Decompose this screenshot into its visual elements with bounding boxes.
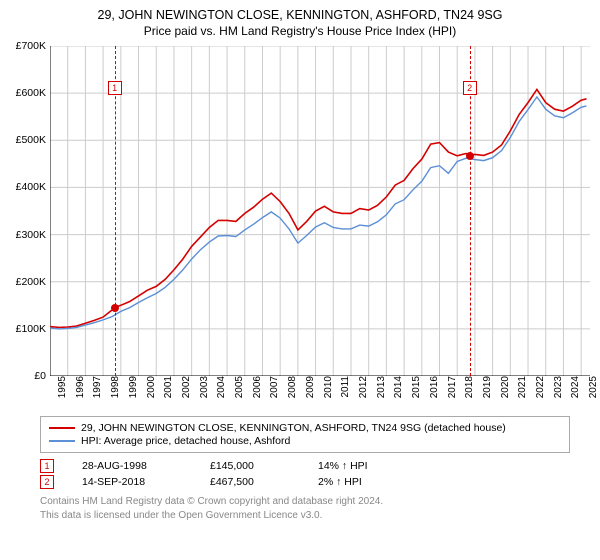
x-tick-label: 2002 xyxy=(177,376,192,398)
legend-item: 29, JOHN NEWINGTON CLOSE, KENNINGTON, AS… xyxy=(49,422,561,434)
y-tick-label: £300K xyxy=(16,229,50,241)
x-tick-label: 2019 xyxy=(478,376,493,398)
legend-item: HPI: Average price, detached house, Ashf… xyxy=(49,435,561,447)
y-tick-label: £0 xyxy=(34,370,50,382)
legend-label: 29, JOHN NEWINGTON CLOSE, KENNINGTON, AS… xyxy=(81,422,506,434)
sale-badge: 1 xyxy=(40,459,54,473)
x-tick-label: 2010 xyxy=(319,376,334,398)
plot-area: £0£100K£200K£300K£400K£500K£600K£700K199… xyxy=(50,46,590,376)
y-tick-label: £700K xyxy=(16,40,50,52)
y-tick-label: £200K xyxy=(16,276,50,288)
legend-swatch xyxy=(49,427,75,429)
x-tick-label: 2014 xyxy=(389,376,404,398)
x-tick-label: 2001 xyxy=(159,376,174,398)
footer-copyright: Contains HM Land Registry data © Crown c… xyxy=(40,495,590,509)
chart-svg xyxy=(50,46,590,376)
x-tick-label: 2023 xyxy=(549,376,564,398)
sale-marker-dot xyxy=(466,152,474,160)
x-tick-label: 2017 xyxy=(443,376,458,398)
x-tick-label: 2006 xyxy=(248,376,263,398)
sale-date: 28-AUG-1998 xyxy=(82,460,182,472)
legend-swatch xyxy=(49,440,75,442)
x-tick-label: 1996 xyxy=(71,376,86,398)
x-tick-label: 2024 xyxy=(566,376,581,398)
legend-label: HPI: Average price, detached house, Ashf… xyxy=(81,435,290,447)
sale-row: 1 28-AUG-1998 £145,000 14% ↑ HPI xyxy=(40,459,590,473)
x-tick-label: 2022 xyxy=(531,376,546,398)
x-tick-label: 2016 xyxy=(425,376,440,398)
x-tick-label: 2021 xyxy=(513,376,528,398)
sale-marker-badge: 1 xyxy=(108,81,122,95)
series-hpi xyxy=(50,97,587,329)
x-tick-label: 2011 xyxy=(336,376,351,398)
x-tick-label: 2007 xyxy=(265,376,280,398)
sales-table: 1 28-AUG-1998 £145,000 14% ↑ HPI 2 14-SEP-201… xyxy=(40,459,590,489)
y-tick-label: £600K xyxy=(16,87,50,99)
footer-licence: This data is licensed under the Open Gov… xyxy=(40,509,590,523)
x-tick-label: 1995 xyxy=(53,376,68,398)
sale-price: £145,000 xyxy=(210,460,290,472)
x-tick-label: 2013 xyxy=(372,376,387,398)
sale-price: £467,500 xyxy=(210,476,290,488)
sale-marker-line xyxy=(470,46,471,376)
sale-marker-badge: 2 xyxy=(463,81,477,95)
x-tick-label: 2008 xyxy=(283,376,298,398)
x-tick-label: 2025 xyxy=(584,376,599,398)
sale-diff: 2% ↑ HPI xyxy=(318,476,362,488)
x-tick-label: 2009 xyxy=(301,376,316,398)
sale-marker-dot xyxy=(111,304,119,312)
x-tick-label: 2020 xyxy=(496,376,511,398)
series-property xyxy=(50,89,587,327)
x-tick-label: 1999 xyxy=(124,376,139,398)
x-tick-label: 2018 xyxy=(460,376,475,398)
y-tick-label: £100K xyxy=(16,323,50,335)
x-tick-label: 1997 xyxy=(88,376,103,398)
sale-date: 14-SEP-2018 xyxy=(82,476,182,488)
y-tick-label: £400K xyxy=(16,181,50,193)
chart-title-address: 29, JOHN NEWINGTON CLOSE, KENNINGTON, AS… xyxy=(10,8,590,22)
sale-marker-line xyxy=(115,46,116,376)
y-tick-label: £500K xyxy=(16,134,50,146)
x-tick-label: 2004 xyxy=(212,376,227,398)
chart-subtitle: Price paid vs. HM Land Registry's House … xyxy=(10,24,590,38)
x-tick-label: 1998 xyxy=(106,376,121,398)
x-tick-label: 2015 xyxy=(407,376,422,398)
price-chart: £0£100K£200K£300K£400K£500K£600K£700K199… xyxy=(10,46,590,376)
x-tick-label: 2005 xyxy=(230,376,245,398)
sale-row: 2 14-SEP-2018 £467,500 2% ↑ HPI xyxy=(40,475,590,489)
legend: 29, JOHN NEWINGTON CLOSE, KENNINGTON, AS… xyxy=(40,416,570,453)
x-tick-label: 2012 xyxy=(354,376,369,398)
sale-badge: 2 xyxy=(40,475,54,489)
x-tick-label: 2000 xyxy=(142,376,157,398)
x-tick-label: 2003 xyxy=(195,376,210,398)
sale-diff: 14% ↑ HPI xyxy=(318,460,368,472)
footer: Contains HM Land Registry data © Crown c… xyxy=(40,495,590,522)
